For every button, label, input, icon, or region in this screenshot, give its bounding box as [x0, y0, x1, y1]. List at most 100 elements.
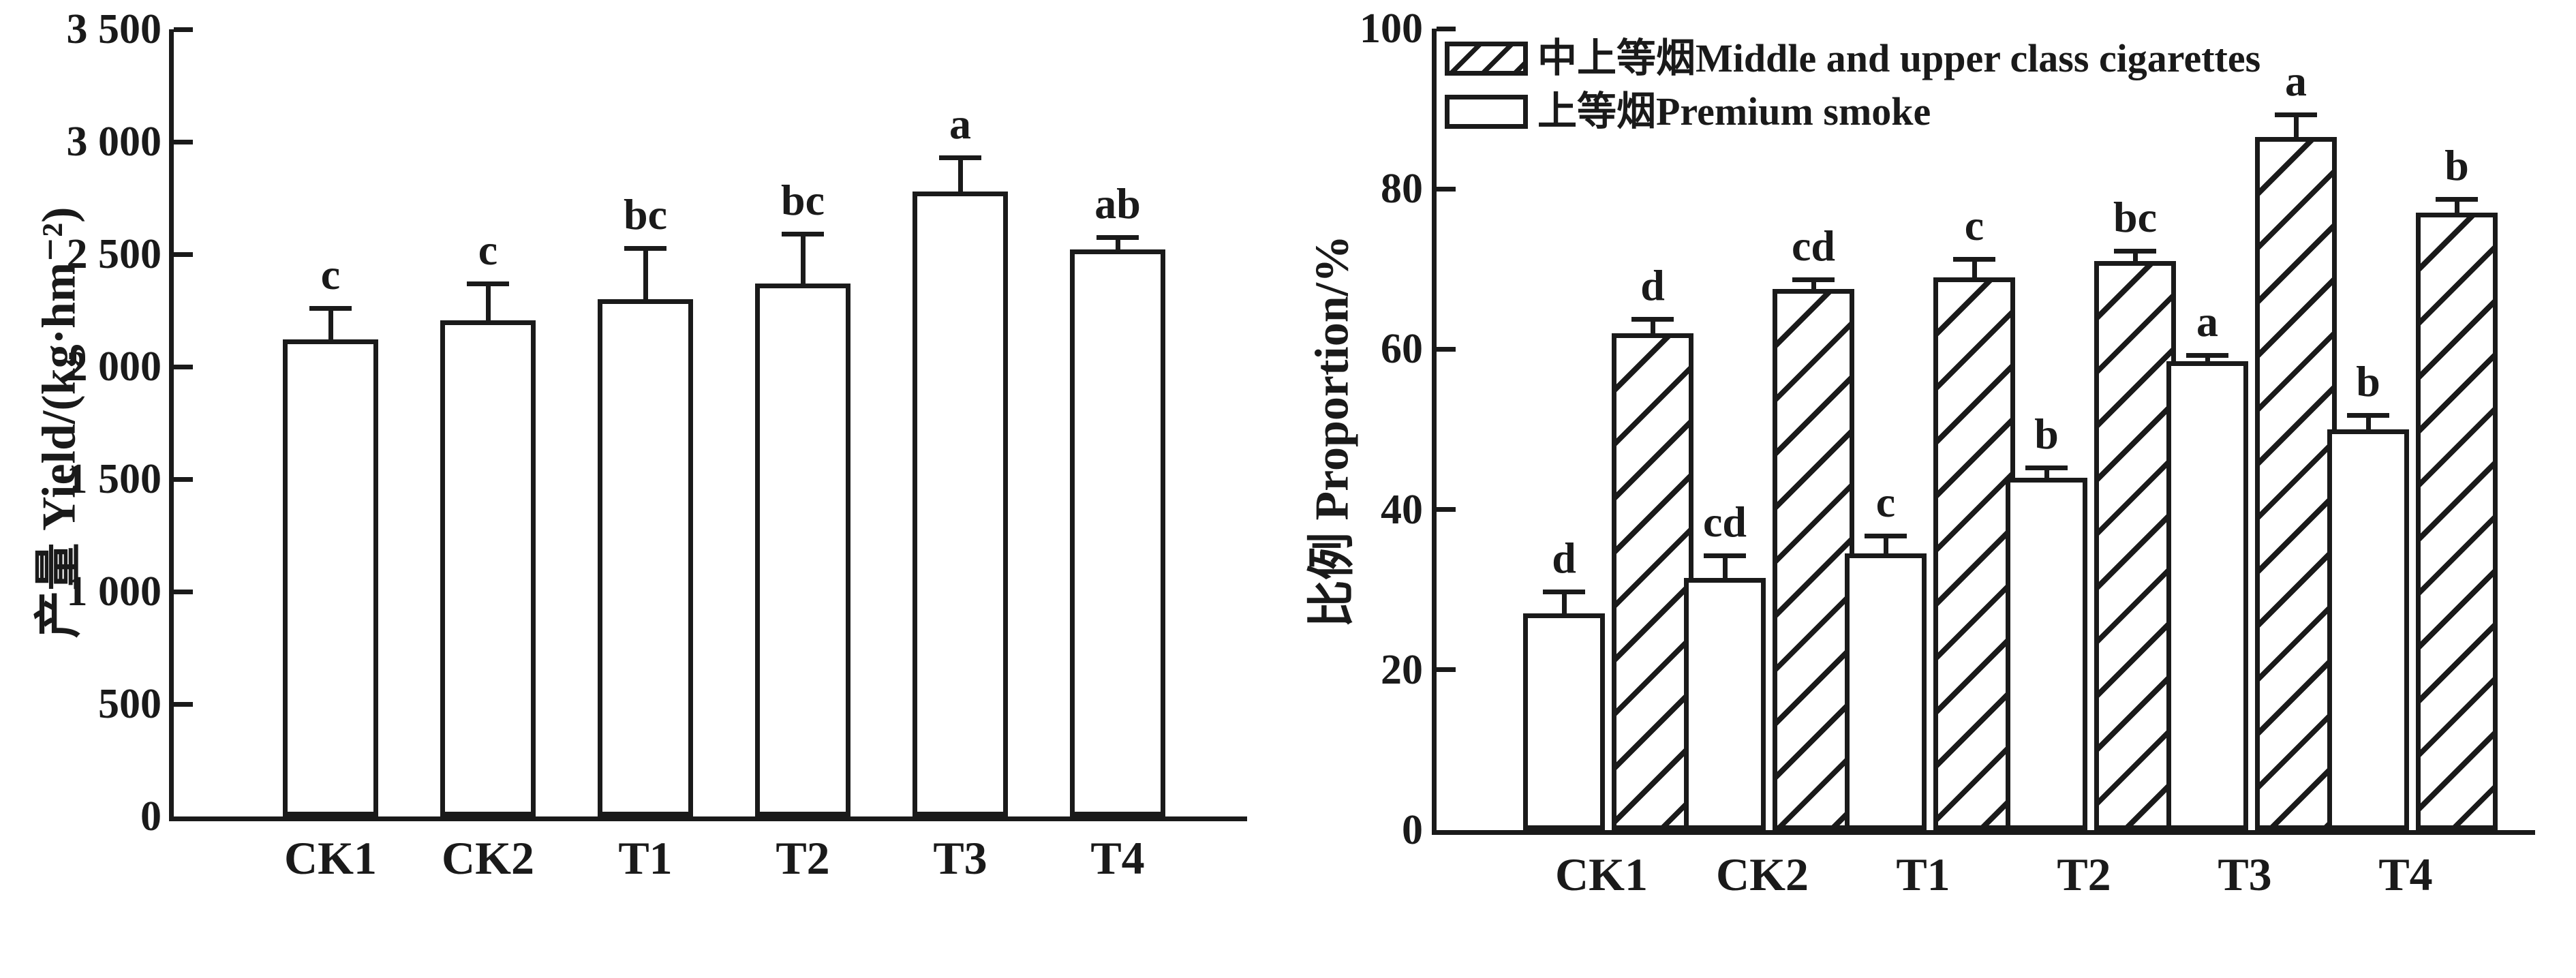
legend-row: 上等烟Premium smoke	[1445, 90, 2260, 134]
sig-letter: a	[2285, 57, 2307, 106]
bar-hatched	[2416, 213, 2498, 830]
error-cap	[2436, 196, 2478, 202]
x-category-label: CK1	[1555, 849, 1648, 900]
error-cap	[1543, 590, 1585, 595]
sig-letter: b	[2356, 357, 2380, 406]
error-bar	[800, 232, 806, 284]
bar	[2327, 429, 2409, 830]
sig-letter: bc	[624, 190, 667, 239]
sig-letter: cd	[1792, 221, 1835, 270]
x-category-label: CK2	[1716, 849, 1809, 900]
error-cap	[2114, 249, 2156, 254]
x-category-label: T2	[776, 832, 830, 884]
sig-letter: c	[1964, 201, 1984, 250]
error-bar	[2365, 413, 2371, 429]
error-cap	[1097, 234, 1139, 240]
error-cap	[624, 246, 666, 251]
error-bar	[1811, 277, 1816, 290]
error-bar	[957, 155, 963, 192]
legend-row: 中上等烟Middle and upper class cigarettes	[1445, 37, 2260, 80]
y-tick	[1437, 26, 1456, 31]
error-bar	[485, 281, 491, 321]
bar-hatched	[1773, 289, 1854, 830]
y-tick	[174, 27, 193, 32]
error-bar	[1722, 553, 1728, 578]
y-tick	[1437, 507, 1456, 513]
sig-letter: d	[1640, 261, 1665, 310]
y-tick	[1437, 186, 1456, 192]
bar-hatched	[2094, 261, 2176, 830]
error-cap	[2186, 353, 2228, 358]
sig-letter: a	[949, 99, 971, 148]
legend-swatch-hatched	[1445, 42, 1528, 76]
bar	[2006, 477, 2087, 830]
error-bar	[2044, 465, 2049, 478]
y-tick	[174, 251, 193, 257]
bar	[1845, 553, 1927, 830]
legend-label: 上等烟Premium smoke	[1537, 89, 1931, 134]
error-bar	[2293, 112, 2299, 137]
sig-letter: b	[2034, 409, 2059, 458]
y-tick	[1437, 346, 1456, 352]
sig-letter: d	[1552, 534, 1576, 583]
sig-letter: c	[478, 225, 498, 274]
yield-plot-area: 0 500 1 000 1 500 2 000 2 500 3 000 3 500 CK1 CK2…	[67, 6, 1247, 882]
sig-letter: bc	[2113, 193, 2157, 242]
error-bar	[2132, 249, 2138, 262]
sig-letter: c	[1875, 477, 1896, 526]
y-tick-label: 3 000	[66, 119, 162, 165]
bar	[1684, 577, 1766, 830]
y-tick-label: 0	[140, 793, 162, 840]
bar	[2166, 361, 2248, 830]
y-tick	[174, 589, 193, 594]
bar	[440, 320, 536, 816]
error-cap	[1704, 553, 1746, 559]
x-category-label: T1	[618, 832, 673, 884]
y-tick-label: 500	[98, 681, 162, 727]
error-cap	[1953, 257, 1995, 262]
error-bar	[1883, 533, 1888, 554]
x-category-label: CK2	[442, 832, 534, 884]
error-cap	[2025, 465, 2068, 470]
bar	[755, 283, 850, 816]
y-tick-label: 2 500	[66, 231, 162, 277]
y-tick-label: 3 500	[66, 6, 162, 52]
y-tick-label: 1 500	[66, 456, 162, 502]
bar	[598, 299, 693, 816]
proportion-plot-area: 中上等烟Middle and upper class cigarettes 上等烟…	[1360, 5, 2535, 898]
sig-letter: bc	[781, 176, 825, 224]
bar	[1523, 613, 1605, 830]
x-category-label: T4	[1090, 832, 1145, 884]
error-cap	[2347, 413, 2389, 418]
y-tick-label: 1 000	[66, 568, 162, 615]
x-category-label: T3	[933, 832, 987, 884]
error-bar	[1561, 590, 1567, 614]
error-bar	[328, 305, 333, 340]
y-tick-label: 60	[1381, 326, 1423, 373]
y-tick	[174, 139, 193, 144]
error-bar	[1115, 234, 1120, 250]
bar	[913, 191, 1008, 816]
legend-label: 中上等烟Middle and upper class cigarettes	[1537, 36, 2261, 80]
proportion-y-axis-label: 比例 Proportion/%	[1306, 234, 1359, 628]
x-category-label: T3	[2218, 849, 2272, 900]
error-cap	[309, 305, 352, 311]
sig-letter: a	[2196, 297, 2218, 346]
error-bar	[1650, 317, 1655, 333]
y-tick-label: 40	[1381, 486, 1423, 533]
x-category-label: T4	[2378, 849, 2433, 900]
error-bar	[1972, 257, 1977, 277]
sig-letter: ab	[1094, 179, 1141, 228]
bar-hatched	[2255, 136, 2337, 830]
error-cap	[1865, 533, 1907, 538]
legend-swatch-plain	[1445, 95, 1528, 129]
y-tick-label: 0	[1402, 807, 1423, 853]
error-cap	[939, 155, 981, 160]
error-bar	[643, 246, 648, 299]
x-category-label: CK1	[284, 832, 377, 884]
error-cap	[2275, 112, 2317, 118]
y-tick-label: 80	[1381, 166, 1423, 213]
x-category-label: T1	[1896, 849, 1950, 900]
error-bar	[2454, 196, 2459, 213]
